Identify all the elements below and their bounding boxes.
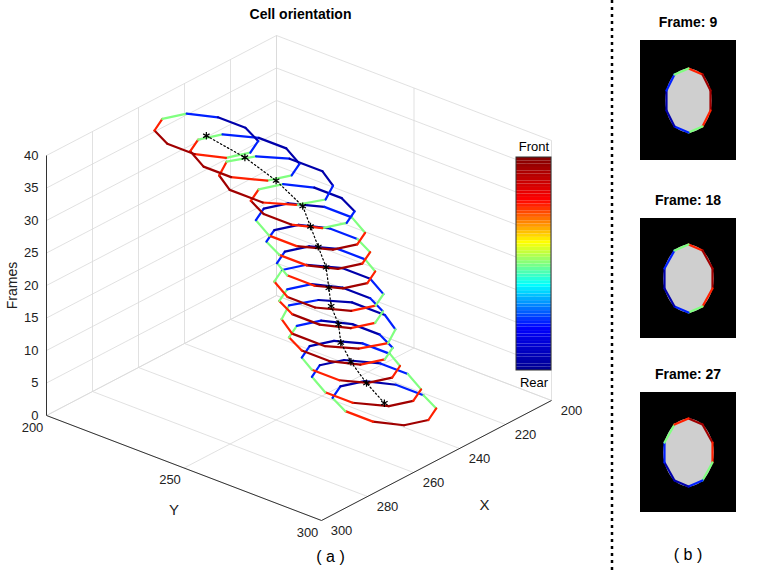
svg-text:40: 40 (24, 148, 38, 163)
html-text:Frame: 27: Frame: 27 (654, 366, 722, 382)
svg-text:Cell orientation: Cell orientation (250, 6, 352, 22)
svg-text:10: 10 (24, 343, 38, 358)
svg-text:Rear: Rear (520, 375, 549, 390)
svg-text:Frames: Frames (4, 262, 20, 309)
svg-text:X: X (479, 496, 489, 513)
svg-text:( a ): ( a ) (316, 548, 344, 565)
svg-text:250: 250 (159, 472, 181, 487)
svg-text:Y: Y (169, 501, 179, 518)
svg-text:240: 240 (469, 451, 491, 466)
svg-text:5: 5 (31, 375, 38, 390)
html-text:( b ): ( b ) (673, 546, 703, 563)
svg-text:30: 30 (24, 213, 38, 228)
svg-text:280: 280 (377, 499, 399, 514)
svg-text:0: 0 (31, 407, 39, 423)
svg-text:200: 200 (22, 420, 44, 435)
svg-text:35: 35 (24, 180, 38, 195)
svg-text:Front: Front (519, 139, 550, 154)
svg-text:15: 15 (24, 310, 38, 325)
svg-text:200: 200 (561, 403, 583, 418)
svg-text:220: 220 (515, 427, 537, 442)
html-text:Frame: 9: Frame: 9 (658, 14, 718, 30)
svg-text:20: 20 (24, 278, 38, 293)
svg-text:300: 300 (297, 525, 319, 540)
svg-text:300: 300 (331, 523, 353, 538)
html-text:Frame: 18: Frame: 18 (654, 192, 722, 208)
svg-text:25: 25 (24, 245, 38, 260)
svg-text:260: 260 (423, 475, 445, 490)
